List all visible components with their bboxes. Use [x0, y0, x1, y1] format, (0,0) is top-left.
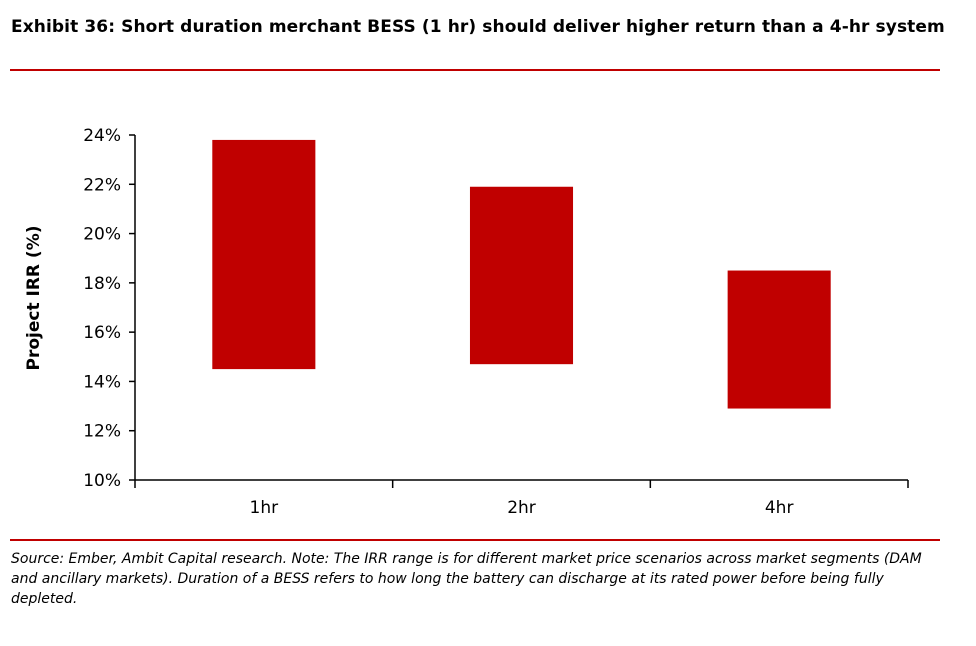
y-tick-label: 16% [83, 323, 121, 343]
y-tick-label: 18% [83, 274, 121, 294]
footer-divider [10, 539, 940, 541]
irr-range-chart: 10% 12% 14% 16% 18% 20% 22% 24% 1hr 2hr 4hr Proje… [24, 126, 909, 518]
y-tick-label: 12% [83, 422, 121, 442]
x-tick-label: 2hr [507, 498, 536, 518]
irr-range-bar [212, 139, 316, 370]
exhibit-title: Exhibit 36: Short duration merchant BESS… [11, 17, 945, 37]
irr-range-bar [469, 186, 574, 365]
y-tick-label: 10% [83, 471, 121, 491]
y-tick-label: 22% [83, 175, 121, 195]
x-tick-label: 1hr [250, 498, 279, 518]
title-divider [10, 69, 940, 71]
y-axis-label: Project IRR (%) [24, 226, 44, 371]
x-axis: 1hr 2hr 4hr [134, 479, 909, 518]
y-axis: 10% 12% 14% 16% 18% 20% 22% 24% [83, 126, 136, 491]
y-tick-label: 14% [83, 372, 121, 392]
y-tick-label: 20% [83, 225, 121, 245]
source-note: Source: Ember, Ambit Capital research. N… [11, 551, 922, 607]
x-tick-label: 4hr [765, 498, 794, 518]
irr-range-bar [727, 270, 831, 409]
bars [212, 139, 831, 409]
y-tick-label: 24% [83, 126, 121, 146]
